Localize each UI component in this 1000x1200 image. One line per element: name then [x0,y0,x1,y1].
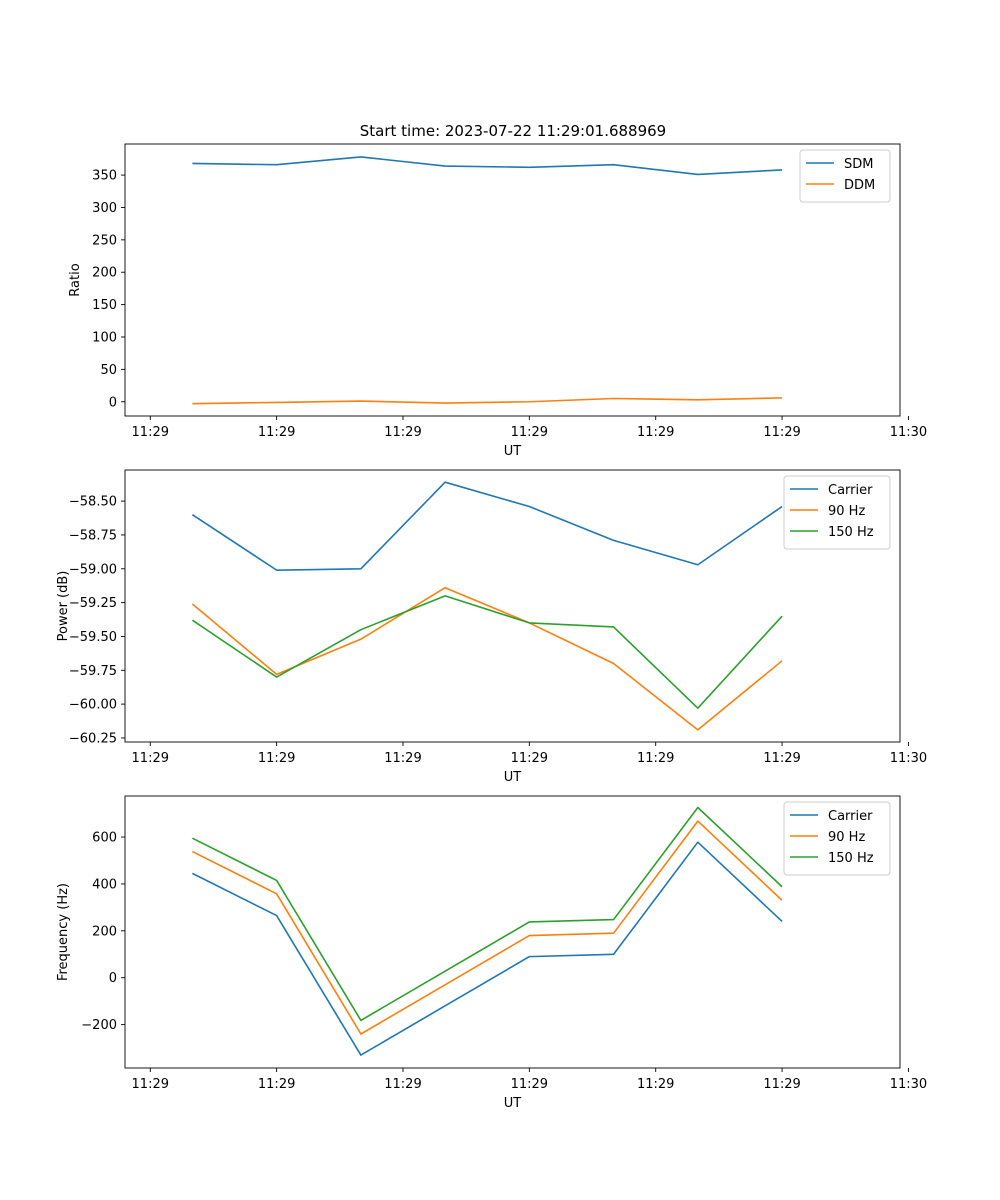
y-tick-label: −59.75 [69,664,117,679]
legend-label: SDM [844,157,873,172]
legend-label: Carrier [828,483,873,498]
x-axis-label: UT [504,770,522,785]
y-tick-label: −60.00 [69,698,117,713]
y-tick-label: −58.50 [69,495,117,510]
y-tick-label: −59.50 [69,630,117,645]
series-line-150-hz [192,806,783,1022]
legend-label: 150 Hz [828,525,874,540]
ratio-subplot: 11:29 11:29 11:29 11:29 11:29 11:29 11:30 0 50 10… [68,143,927,459]
x-tick-label: 11:30 [890,425,927,440]
legend-label: Carrier [828,809,873,824]
y-tick-label: 250 [92,233,117,248]
x-tick-label: 11:29 [511,425,548,440]
y-tick-label: 50 [100,363,117,378]
y-tick-label: 200 [92,924,117,939]
y-tick-label: −60.25 [69,731,117,746]
x-tick-label: 11:29 [384,1077,421,1092]
y-axis-label: Frequency (Hz) [56,883,71,981]
series-line-150-hz [191,595,783,709]
x-tick-label: 11:30 [890,1077,927,1092]
y-axis-label: Ratio [68,263,83,296]
series-line-ddm [192,397,783,405]
x-tick-label: 11:29 [132,751,169,766]
y-tick-label: 300 [92,201,117,216]
series-line-90-hz [192,820,783,1035]
x-axis-label: UT [504,1096,522,1111]
x-tick-label: 11:29 [763,751,800,766]
x-tick-label: 11:29 [132,1077,169,1092]
legend: Carrier 90 Hz 150 Hz [783,801,891,876]
legend: Carrier 90 Hz 150 Hz [783,475,891,550]
x-tick-label: 11:29 [637,751,674,766]
series-line-sdm [192,156,783,176]
axes-frame [124,143,901,417]
legend: SDM DDM [799,149,891,203]
x-tick-label: 11:29 [763,425,800,440]
axes-frame [124,795,901,1069]
x-tick-label: 11:29 [384,751,421,766]
y-axis-label: Power (dB) [56,571,71,642]
x-tick-label: 11:29 [132,425,169,440]
y-tick-label: 600 [92,831,117,846]
x-tick-label: 11:29 [637,1077,674,1092]
legend-label: 150 Hz [828,851,874,866]
figure-title: Start time: 2023-07-22 11:29:01.688969 [360,122,666,140]
x-tick-label: 11:29 [384,425,421,440]
x-axis-label: UT [504,444,522,459]
x-tick-label: 11:29 [637,425,674,440]
y-tick-label: 100 [92,330,117,345]
axes-frame [124,469,901,743]
y-tick-label: 0 [109,395,117,410]
x-tick-label: 11:29 [258,425,295,440]
series-line-carrier [191,481,783,571]
y-tick-label: −59.25 [69,596,117,611]
power-subplot: 11:29 11:29 11:29 11:29 11:29 11:29 11:30 −60.2… [56,469,927,785]
legend-label: 90 Hz [828,504,865,519]
series-line-carrier [192,841,783,1056]
y-tick-label: 150 [92,298,117,313]
x-tick-label: 11:29 [511,1077,548,1092]
x-tick-label: 11:29 [258,1077,295,1092]
y-tick-label: −200 [81,1018,117,1033]
y-tick-label: 350 [92,169,117,184]
legend-label: 90 Hz [828,830,865,845]
y-tick-label: 400 [92,877,117,892]
y-tick-label: 0 [109,971,117,986]
y-tick-label: −59.00 [69,562,117,577]
y-tick-label: −58.75 [69,528,117,543]
legend-label: DDM [844,178,875,193]
y-tick-label: 200 [92,266,117,281]
frequency-subplot: 11:29 11:29 11:29 11:29 11:29 11:29 11:30 −200 0… [56,795,927,1111]
x-tick-label: 11:29 [763,1077,800,1092]
x-tick-label: 11:30 [890,751,927,766]
x-tick-label: 11:29 [258,751,295,766]
x-tick-label: 11:29 [511,751,548,766]
